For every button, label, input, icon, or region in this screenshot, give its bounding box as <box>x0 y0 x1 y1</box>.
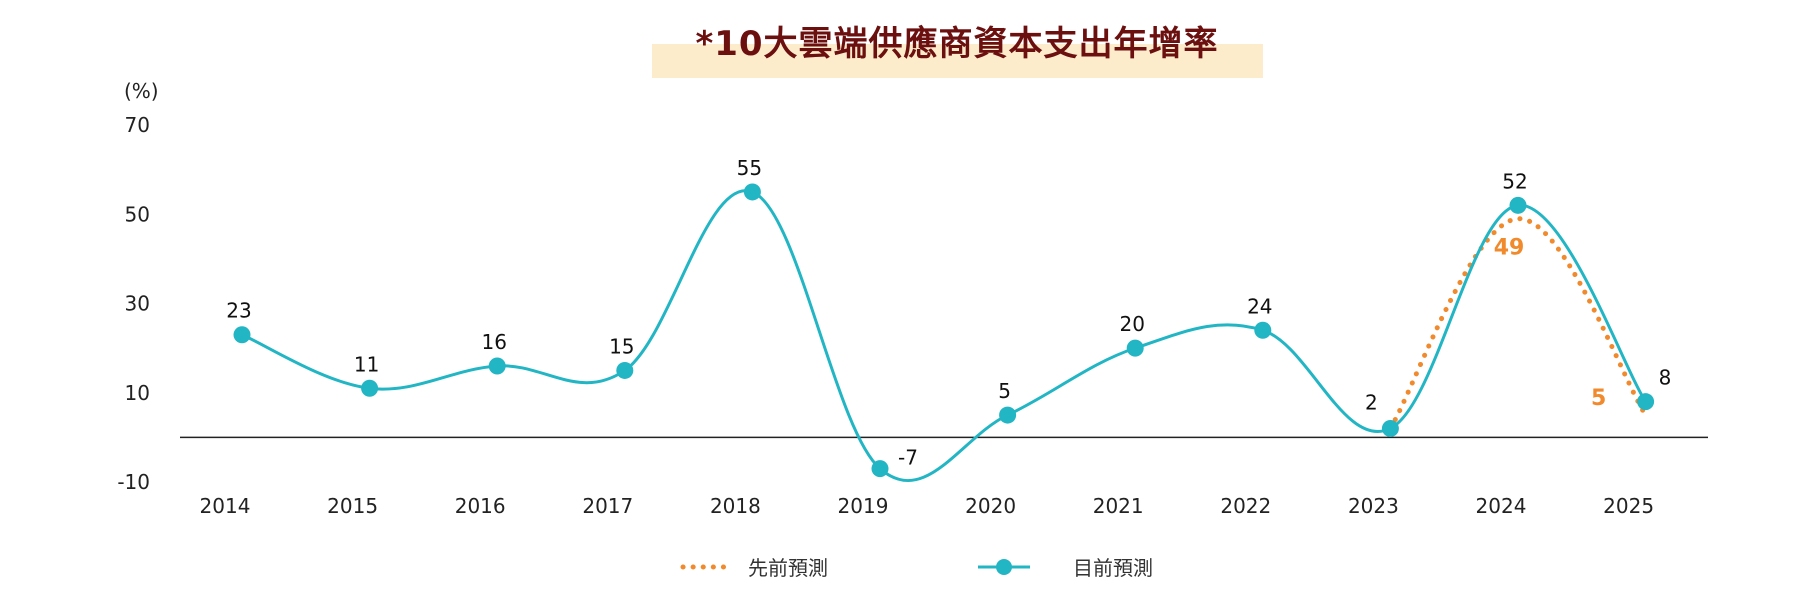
data-point <box>616 361 634 379</box>
data-point <box>999 406 1017 424</box>
data-label: 8 <box>1659 366 1672 390</box>
x-tick-label: 2020 <box>965 494 1016 518</box>
legend-current-marker <box>996 559 1012 575</box>
data-label: 11 <box>354 352 379 376</box>
y-axis-unit: (%) <box>124 79 159 103</box>
data-point <box>233 326 251 344</box>
data-labels: 23 11 16 15 55 -7 5 20 24 2 52 8 49 5 <box>226 156 1671 470</box>
data-label: 16 <box>481 330 506 354</box>
y-tick-label: -10 <box>117 470 150 494</box>
data-point <box>1381 419 1399 437</box>
x-axis-ticks: 2014 2015 2016 2017 2018 2019 2020 2021 2022 2023… <box>200 494 1655 518</box>
data-label: 15 <box>609 334 634 358</box>
data-label: 23 <box>226 299 251 323</box>
x-tick-label: 2018 <box>710 494 761 518</box>
legend-current-label: 目前預測 <box>1073 556 1153 580</box>
data-point <box>361 379 379 397</box>
data-point <box>871 460 889 478</box>
x-tick-label: 2022 <box>1220 494 1271 518</box>
title-background <box>652 44 1263 78</box>
data-point <box>488 357 506 375</box>
x-tick-label: 2015 <box>327 494 378 518</box>
legend: 先前預測 目前預測 <box>680 556 1153 580</box>
x-tick-label: 2014 <box>200 494 251 518</box>
data-label: -7 <box>898 446 918 470</box>
data-point <box>1126 339 1144 357</box>
y-tick-label: 50 <box>125 202 150 226</box>
data-point <box>1637 393 1655 411</box>
x-tick-label: 2025 <box>1603 494 1654 518</box>
data-point <box>1254 321 1272 339</box>
chart-title: *10大雲端供應商資本支出年增率 <box>695 24 1218 64</box>
series-current-forecast <box>233 183 1655 483</box>
x-tick-label: 2016 <box>455 494 506 518</box>
data-label: 5 <box>998 379 1011 403</box>
data-point <box>743 183 761 201</box>
legend-previous-label: 先前預測 <box>748 556 828 580</box>
data-label: 20 <box>1119 312 1144 336</box>
data-label: 55 <box>737 156 762 180</box>
previous-forecast-label: 49 <box>1494 236 1525 261</box>
x-tick-label: 2019 <box>838 494 889 518</box>
y-tick-label: 30 <box>125 292 150 316</box>
data-label: 2 <box>1365 390 1378 414</box>
previous-forecast-line <box>1387 216 1649 431</box>
x-tick-label: 2021 <box>1093 494 1144 518</box>
y-tick-label: 10 <box>125 381 150 405</box>
x-tick-label: 2017 <box>582 494 633 518</box>
x-tick-label: 2024 <box>1476 494 1527 518</box>
series-previous-forecast <box>1387 216 1649 431</box>
y-tick-label: 70 <box>125 113 150 137</box>
previous-forecast-label: 5 <box>1591 386 1606 411</box>
data-label: 24 <box>1247 294 1272 318</box>
current-forecast-line <box>241 189 1647 483</box>
x-tick-label: 2023 <box>1348 494 1399 518</box>
data-point <box>1509 196 1527 214</box>
data-label: 52 <box>1502 169 1527 193</box>
y-axis-ticks: 70 50 30 10 -10 <box>117 113 150 494</box>
